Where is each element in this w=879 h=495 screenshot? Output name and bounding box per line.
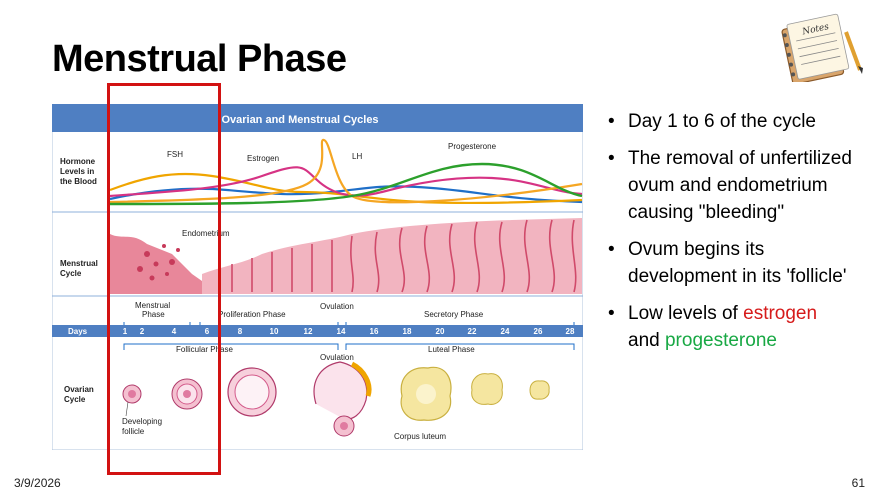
bullet-list: Day 1 to 6 of the cycle The removal of u… bbox=[606, 108, 866, 364]
day-tick: 14 bbox=[337, 327, 346, 336]
bullet-item: Low levels of estrogen and progesterone bbox=[606, 300, 866, 354]
footer-date: 3/9/2026 bbox=[14, 476, 61, 490]
label-fsh: FSH bbox=[167, 150, 183, 159]
label-menstrual-phase-2: Phase bbox=[142, 310, 165, 319]
label-menstrual-1: Menstrual bbox=[60, 259, 98, 268]
day-tick: 18 bbox=[403, 327, 412, 336]
day-tick: 4 bbox=[172, 327, 177, 336]
label-progesterone: Progesterone bbox=[448, 142, 497, 151]
label-ovarian-1: Ovarian bbox=[64, 385, 94, 394]
curve-progesterone bbox=[109, 162, 583, 206]
day-tick: 26 bbox=[534, 327, 543, 336]
label-ovarian-2: Cycle bbox=[64, 395, 86, 404]
curve-fsh bbox=[109, 172, 583, 205]
day-tick: 10 bbox=[270, 327, 279, 336]
day-tick: 28 bbox=[566, 327, 575, 336]
curve-lh bbox=[109, 138, 583, 204]
day-tick: 6 bbox=[205, 327, 210, 336]
label-secretory: Secretory Phase bbox=[424, 310, 484, 319]
day-tick: 16 bbox=[370, 327, 379, 336]
label-developing-2: follicle bbox=[122, 427, 145, 436]
notes-icon: Notes bbox=[781, 13, 863, 82]
label-lh: LH bbox=[352, 152, 362, 161]
label-developing-1: Developing bbox=[122, 417, 162, 426]
day-tick: 12 bbox=[304, 327, 313, 336]
label-menstrual-phase-1: Menstrual bbox=[135, 301, 170, 310]
day-tick: 20 bbox=[436, 327, 445, 336]
day-tick: 24 bbox=[501, 327, 510, 336]
day-tick: 22 bbox=[468, 327, 477, 336]
curve-estrogen bbox=[109, 166, 583, 198]
diagram-header: Ovarian and Menstrual Cycles bbox=[221, 114, 378, 126]
day-tick: 8 bbox=[238, 327, 243, 336]
follicles bbox=[122, 361, 550, 437]
bullet-text-1: Day 1 to 6 of the cycle bbox=[628, 111, 816, 132]
bullet-text-2: The removal of unfertilized ovum and end… bbox=[628, 148, 852, 223]
bullet-item: Ovum begins its development in its 'foll… bbox=[606, 236, 866, 290]
bullet-item: Day 1 to 6 of the cycle bbox=[606, 108, 866, 135]
label-hormone-3: the Blood bbox=[60, 177, 97, 186]
label-hormone-2: Levels in bbox=[60, 167, 94, 176]
label-menstrual-2: Cycle bbox=[60, 269, 82, 278]
label-corpus-luteum: Corpus luteum bbox=[394, 432, 446, 441]
label-hormone-1: Hormone bbox=[60, 157, 96, 166]
label-endometrium: Endometrium bbox=[182, 229, 230, 238]
day-tick: 2 bbox=[140, 327, 145, 336]
bullet-text-4-mid: and bbox=[628, 330, 665, 351]
menstrual-phase-highlight bbox=[107, 83, 221, 475]
label-days: Days bbox=[68, 327, 88, 336]
label-proliferation: Proliferation Phase bbox=[218, 310, 286, 319]
label-ovulation-2: Ovulation bbox=[320, 353, 354, 362]
label-luteal: Luteal Phase bbox=[428, 345, 475, 354]
label-follicular: Follicular Phase bbox=[176, 345, 233, 354]
diagram-header-bar bbox=[52, 104, 583, 132]
bullet-item: The removal of unfertilized ovum and end… bbox=[606, 145, 866, 226]
endometrium-tissue bbox=[110, 218, 582, 294]
bullet-text-4-pre: Low levels of bbox=[628, 303, 744, 324]
days-bar bbox=[52, 325, 583, 337]
label-estrogen: Estrogen bbox=[247, 154, 279, 163]
cycle-diagram: Ovarian and Menstrual Cycles Hormone Lev… bbox=[52, 104, 583, 450]
label-ovulation: Ovulation bbox=[320, 302, 354, 311]
progesterone-term: progesterone bbox=[664, 330, 777, 351]
page-number: 61 bbox=[851, 476, 865, 490]
estrogen-term: estrogen bbox=[743, 303, 818, 324]
bullet-text-3: Ovum begins its development in its 'foll… bbox=[628, 239, 847, 287]
slide-title: Menstrual Phase bbox=[52, 38, 347, 80]
day-tick: 1 bbox=[123, 327, 128, 336]
